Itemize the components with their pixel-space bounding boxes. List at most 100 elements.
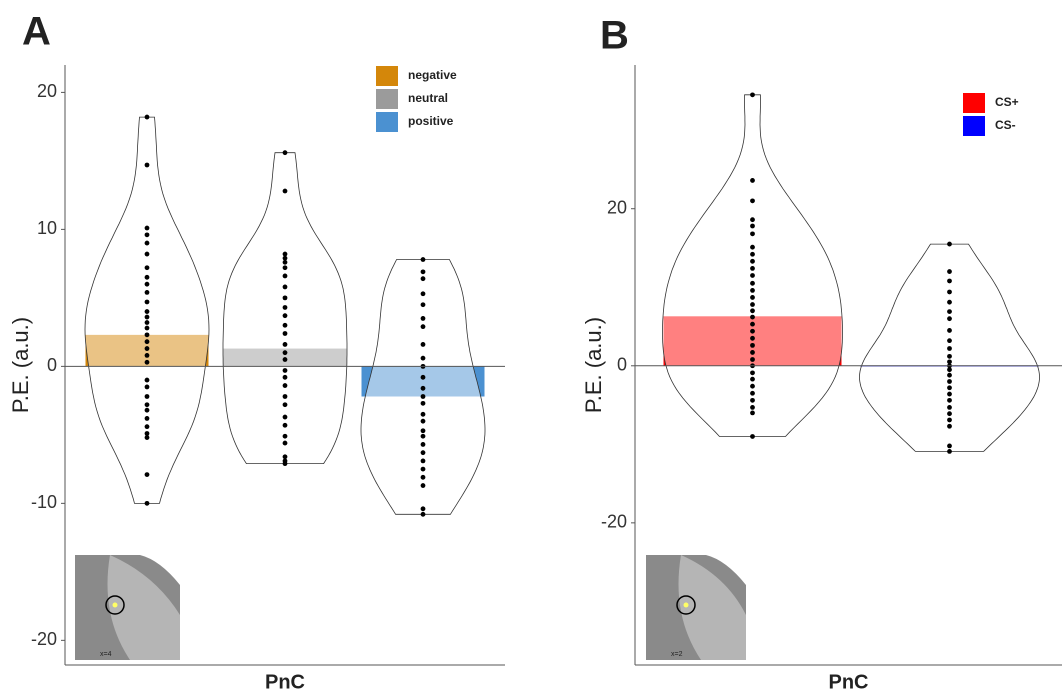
data-point [145, 115, 150, 120]
data-point [750, 259, 755, 264]
data-point [750, 329, 755, 334]
data-point [947, 269, 952, 274]
y-axis-label: P.E. (a.u.) [8, 317, 33, 413]
data-point [947, 398, 952, 403]
data-point [283, 313, 288, 318]
data-point [421, 356, 426, 361]
x-axis-label: PnC [265, 671, 305, 693]
data-point [421, 434, 426, 439]
data-point [750, 217, 755, 222]
data-point [750, 391, 755, 396]
legend-label: CS+ [995, 95, 1019, 109]
data-point [947, 242, 952, 247]
data-point [283, 274, 288, 279]
data-point [421, 475, 426, 480]
data-point [750, 295, 755, 300]
legend-swatch [963, 116, 985, 136]
inset-label: x=4 [100, 651, 112, 658]
data-point [750, 411, 755, 416]
data-point [421, 419, 426, 424]
y-tick-label: 0 [47, 355, 57, 375]
data-point [145, 275, 150, 280]
data-point [145, 346, 150, 351]
data-point [947, 449, 952, 454]
data-point [283, 368, 288, 373]
data-point [947, 373, 952, 378]
data-point [145, 353, 150, 358]
data-point [145, 300, 150, 305]
data-point [421, 386, 426, 391]
data-point [421, 442, 426, 447]
data-point [283, 285, 288, 290]
data-point [421, 269, 426, 274]
y-tick-label: 20 [37, 81, 57, 101]
data-point [750, 336, 755, 341]
data-point [145, 402, 150, 407]
data-point [750, 266, 755, 271]
legend-swatch [963, 93, 985, 113]
data-point [145, 378, 150, 383]
data-point [421, 324, 426, 329]
data-point [283, 265, 288, 270]
legend-swatch [376, 89, 398, 109]
data-point [145, 252, 150, 257]
data-point [283, 350, 288, 355]
x-axis-label: PnC [829, 671, 869, 693]
data-point [283, 150, 288, 155]
y-axis-label: P.E. (a.u.) [581, 317, 606, 413]
data-point [421, 458, 426, 463]
data-point [750, 405, 755, 410]
data-point [750, 288, 755, 293]
y-tick-label: -20 [31, 629, 57, 649]
data-point [421, 276, 426, 281]
data-point [145, 424, 150, 429]
data-point [421, 316, 426, 321]
data-point [947, 379, 952, 384]
data-point [947, 424, 952, 429]
data-point [283, 342, 288, 347]
data-point [145, 265, 150, 270]
data-point [750, 245, 755, 250]
data-point [145, 360, 150, 365]
inset-label: x=2 [671, 651, 683, 658]
data-point [750, 343, 755, 348]
y-tick-label: 0 [617, 355, 627, 375]
legend-swatch [376, 66, 398, 86]
data-point [283, 441, 288, 446]
y-tick-label: -10 [31, 492, 57, 512]
data-point [421, 291, 426, 296]
data-point [145, 226, 150, 231]
data-point [145, 435, 150, 440]
panel-label: A [22, 10, 51, 54]
data-point [750, 224, 755, 229]
legend-label: negative [408, 68, 457, 82]
data-point [145, 332, 150, 337]
data-point [947, 338, 952, 343]
data-point [145, 472, 150, 477]
data-point [145, 408, 150, 413]
data-point [947, 279, 952, 284]
data-point [145, 309, 150, 314]
inset-activation [684, 603, 689, 608]
y-tick-label: 10 [37, 218, 57, 238]
data-point [145, 501, 150, 506]
data-point [283, 189, 288, 194]
data-point [750, 92, 755, 97]
data-point [750, 198, 755, 203]
data-point [283, 383, 288, 388]
data-point [145, 241, 150, 246]
data-point [283, 331, 288, 336]
data-point [947, 411, 952, 416]
data-point [145, 431, 150, 436]
data-point [947, 354, 952, 359]
data-point [283, 423, 288, 428]
data-point [947, 328, 952, 333]
data-point [750, 231, 755, 236]
data-point [947, 346, 952, 351]
data-point [750, 273, 755, 278]
legend-swatch [376, 112, 398, 132]
data-point [421, 394, 426, 399]
data-point [421, 483, 426, 488]
data-point [421, 428, 426, 433]
y-tick-label: -20 [601, 512, 627, 532]
